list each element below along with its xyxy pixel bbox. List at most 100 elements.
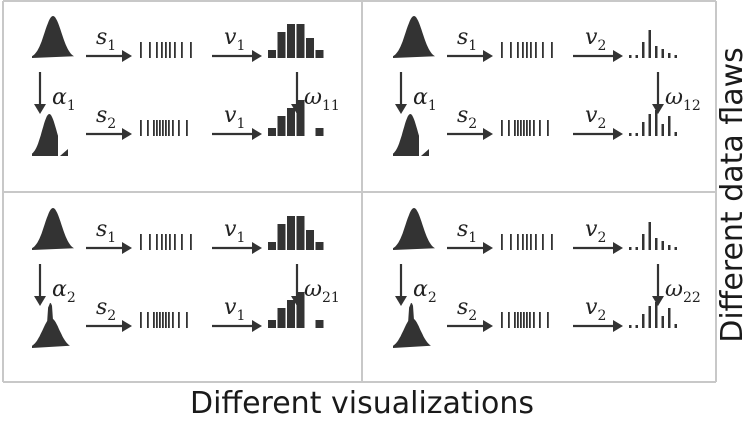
sample-bottom-tick — [165, 120, 167, 136]
sample-bottom-tick — [517, 120, 519, 136]
sample-top-tick — [501, 234, 503, 250]
sample-bottom-tick — [529, 312, 531, 328]
sample-bottom-tick — [501, 120, 503, 136]
sample-bottom-tick — [147, 120, 149, 136]
sampling-label-bottom: s2 — [457, 295, 477, 324]
vis-bottom-stem — [648, 306, 651, 328]
sample-top-tick — [190, 234, 192, 250]
sample-top-tick — [156, 42, 158, 58]
visualization-label-top: v1 — [224, 25, 245, 54]
visualization-label-bottom: v2 — [585, 295, 606, 324]
sample-top-tick — [501, 42, 503, 58]
x-axis-caption: Different visualizations — [190, 386, 534, 421]
sampling-label-bottom: s2 — [96, 295, 116, 324]
vis-bottom-bar — [315, 128, 324, 136]
sample-top-tick — [156, 234, 158, 250]
sample-bottom-tick — [140, 312, 142, 328]
visualization-arrow-bottom-head — [252, 128, 262, 140]
effect-arrow-head — [291, 104, 303, 114]
sample-top-tick — [517, 234, 519, 250]
vis-top-stem — [661, 49, 664, 58]
visualization-arrow-bottom-head — [252, 320, 262, 332]
sample-top-tick — [140, 234, 142, 250]
sample-top-tick — [140, 42, 142, 58]
sample-bottom-tick — [140, 120, 142, 136]
sample-bottom-tick — [159, 120, 161, 136]
sample-bottom-tick — [547, 120, 549, 136]
vis-top-bar — [296, 24, 305, 58]
sample-bottom-tick — [514, 312, 516, 328]
visualization-arrow-bottom-head — [613, 128, 623, 140]
sample-top-tick — [181, 42, 183, 58]
sampling-arrow-bottom-head — [483, 320, 493, 332]
sample-bottom-tick — [520, 120, 522, 136]
sample-top-tick — [530, 42, 532, 58]
visualization-label-top: v2 — [585, 25, 606, 54]
sample-bottom-tick — [508, 312, 510, 328]
sample-top-tick — [551, 42, 553, 58]
panel-21: s1 v1 s2 v1 α2 ω21 — [32, 208, 340, 348]
vis-top-stem — [642, 42, 645, 58]
sample-bottom-tick — [533, 312, 535, 328]
y-axis-caption: Different data flaws — [715, 47, 750, 343]
panel-22: s1 v2 s2 v2 α2 ω22 — [393, 208, 701, 348]
flawed-distribution — [32, 114, 58, 156]
vis-bottom-stem — [674, 132, 677, 136]
sample-top-tick — [535, 234, 537, 250]
vis-bottom-stem — [642, 122, 645, 136]
sampling-arrow-bottom-head — [122, 128, 132, 140]
vis-bottom-stem — [635, 133, 638, 136]
sample-bottom-tick — [168, 120, 170, 136]
vis-bottom-bar — [315, 320, 324, 328]
vis-top-stem — [661, 241, 664, 250]
sampling-label-bottom: s2 — [457, 103, 477, 132]
flaw-label: α1 — [52, 85, 76, 114]
vis-bottom-bar — [277, 116, 286, 136]
vis-bottom-stem — [648, 114, 651, 136]
flaw-label: α2 — [52, 277, 76, 306]
visualization-arrow-top-head — [252, 242, 262, 254]
vis-bottom-bar — [268, 320, 276, 328]
sample-top-tick — [530, 234, 532, 250]
sample-bottom-tick — [172, 312, 174, 328]
sample-top-tick — [149, 234, 151, 250]
sample-top-tick — [190, 42, 192, 58]
sampling-arrow-bottom-head — [122, 320, 132, 332]
sample-bottom-tick — [523, 312, 525, 328]
sample-bottom-tick — [520, 312, 522, 328]
vis-top-stem — [642, 234, 645, 250]
vis-top-bar — [306, 38, 314, 58]
vis-bottom-stem — [661, 316, 664, 328]
sample-top-tick — [522, 42, 524, 58]
sample-bottom-tick — [165, 312, 167, 328]
sample-top-tick — [169, 42, 171, 58]
vis-top-stem — [635, 247, 638, 250]
panel-11: s1 v1 s2 v1 α1 ω11 — [32, 16, 340, 156]
sample-top-tick — [522, 234, 524, 250]
flawed-distribution-tail — [421, 149, 429, 156]
sample-top-tick — [517, 42, 519, 58]
vis-bottom-stem — [629, 133, 632, 136]
sample-bottom-tick — [501, 312, 503, 328]
vis-bottom-stem — [674, 324, 677, 328]
sample-bottom-tick — [523, 120, 525, 136]
sample-top-tick — [174, 234, 176, 250]
vis-top-stem — [668, 245, 671, 250]
sample-bottom-tick — [539, 120, 541, 136]
flaw-arrow-head — [34, 104, 46, 114]
visualization-arrow-bottom-head — [613, 320, 623, 332]
vis-bottom-stem — [655, 110, 658, 136]
sampling-arrow-bottom-head — [483, 128, 493, 140]
sample-top-tick — [542, 42, 544, 58]
vis-top-stem — [655, 46, 658, 58]
panel-12: s1 v2 s2 v2 α1 ω12 — [393, 16, 701, 156]
vis-top-bar — [306, 230, 314, 250]
vis-top-stem — [648, 30, 651, 58]
vis-top-stem — [674, 55, 677, 58]
sample-bottom-tick — [156, 312, 158, 328]
sample-bottom-tick — [178, 312, 180, 328]
sample-top-tick — [161, 42, 163, 58]
sample-top-tick — [165, 234, 167, 250]
sample-bottom-tick — [147, 312, 149, 328]
